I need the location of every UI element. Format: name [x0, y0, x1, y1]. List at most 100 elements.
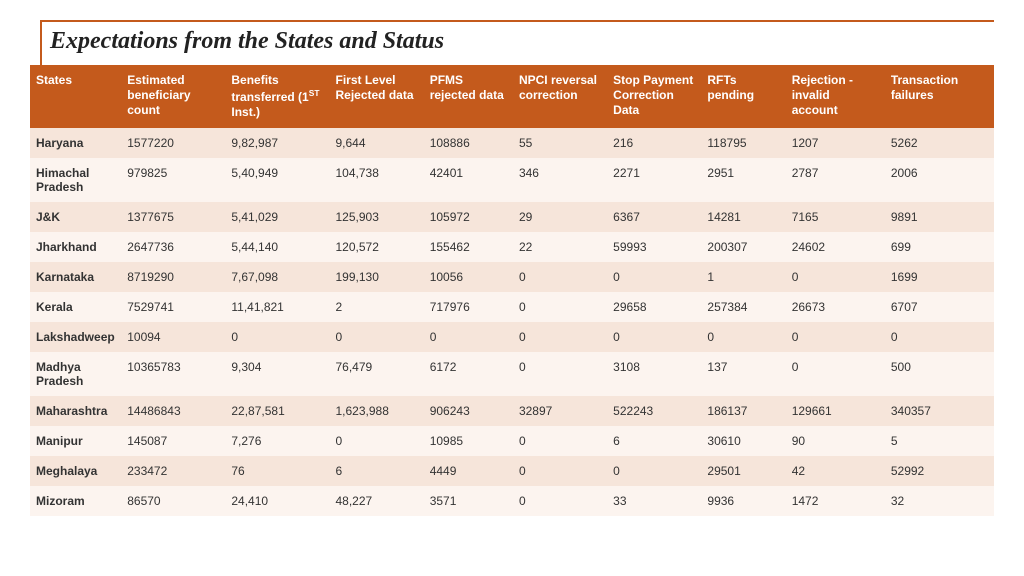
data-cell: 42 [786, 456, 885, 486]
data-cell: 5,41,029 [225, 202, 329, 232]
data-cell: 5,40,949 [225, 158, 329, 202]
data-cell: 979825 [121, 158, 225, 202]
data-cell: 5 [885, 426, 994, 456]
data-cell: 5262 [885, 128, 994, 158]
data-cell: 9936 [701, 486, 785, 516]
data-cell: 500 [885, 352, 994, 396]
data-cell: 1 [701, 262, 785, 292]
data-cell: 699 [885, 232, 994, 262]
data-cell: 8719290 [121, 262, 225, 292]
data-cell: 6367 [607, 202, 701, 232]
data-cell: 7165 [786, 202, 885, 232]
page-title: Expectations from the States and Status [50, 28, 994, 55]
data-cell: 7529741 [121, 292, 225, 322]
data-cell: 59993 [607, 232, 701, 262]
data-cell: 1,623,988 [329, 396, 423, 426]
data-cell: 340357 [885, 396, 994, 426]
col-header: RFTs pending [701, 65, 785, 128]
state-name-cell: Maharashtra [30, 396, 121, 426]
data-cell: 29 [513, 202, 607, 232]
data-cell: 1377675 [121, 202, 225, 232]
state-name-cell: Kerala [30, 292, 121, 322]
data-cell: 2006 [885, 158, 994, 202]
data-cell: 6 [607, 426, 701, 456]
slide-container: Expectations from the States and Status … [0, 0, 1024, 526]
data-cell: 11,41,821 [225, 292, 329, 322]
data-cell: 6172 [424, 352, 513, 396]
data-cell: 9891 [885, 202, 994, 232]
data-cell: 2787 [786, 158, 885, 202]
data-cell: 24602 [786, 232, 885, 262]
table-row: Lakshadweep1009400000000 [30, 322, 994, 352]
data-cell: 1472 [786, 486, 885, 516]
title-rule: Expectations from the States and Status [40, 20, 994, 65]
data-cell: 108886 [424, 128, 513, 158]
data-cell: 105972 [424, 202, 513, 232]
data-cell: 0 [607, 456, 701, 486]
data-cell: 2 [329, 292, 423, 322]
state-name-cell: Himachal Pradesh [30, 158, 121, 202]
data-cell: 14281 [701, 202, 785, 232]
data-cell: 6 [329, 456, 423, 486]
col-header: Stop Payment Correction Data [607, 65, 701, 128]
data-cell: 0 [607, 322, 701, 352]
data-cell: 30610 [701, 426, 785, 456]
col-header: First Level Rejected data [329, 65, 423, 128]
data-cell: 0 [329, 426, 423, 456]
status-table: States Estimated beneficiary count Benef… [30, 65, 994, 516]
data-cell: 10985 [424, 426, 513, 456]
col-header: Estimated beneficiary count [121, 65, 225, 128]
table-row: Maharashtra1448684322,87,5811,623,988906… [30, 396, 994, 426]
data-cell: 10094 [121, 322, 225, 352]
data-cell: 186137 [701, 396, 785, 426]
table-row: Meghalaya233472766444900295014252992 [30, 456, 994, 486]
data-cell: 2951 [701, 158, 785, 202]
data-cell: 0 [513, 456, 607, 486]
data-cell: 137 [701, 352, 785, 396]
data-cell: 9,304 [225, 352, 329, 396]
data-cell: 1699 [885, 262, 994, 292]
data-cell: 0 [513, 292, 607, 322]
data-cell: 2647736 [121, 232, 225, 262]
data-cell: 104,738 [329, 158, 423, 202]
data-cell: 216 [607, 128, 701, 158]
data-cell: 76 [225, 456, 329, 486]
col-header: Transaction failures [885, 65, 994, 128]
data-cell: 145087 [121, 426, 225, 456]
data-cell: 76,479 [329, 352, 423, 396]
data-cell: 155462 [424, 232, 513, 262]
data-cell: 6707 [885, 292, 994, 322]
data-cell: 48,227 [329, 486, 423, 516]
data-cell: 22,87,581 [225, 396, 329, 426]
data-cell: 0 [786, 352, 885, 396]
data-cell: 125,903 [329, 202, 423, 232]
state-name-cell: Manipur [30, 426, 121, 456]
data-cell: 0 [607, 262, 701, 292]
data-cell: 86570 [121, 486, 225, 516]
data-cell: 52992 [885, 456, 994, 486]
data-cell: 1577220 [121, 128, 225, 158]
data-cell: 0 [513, 322, 607, 352]
state-name-cell: Jharkhand [30, 232, 121, 262]
data-cell: 199,130 [329, 262, 423, 292]
data-cell: 0 [701, 322, 785, 352]
data-cell: 0 [786, 322, 885, 352]
data-cell: 5,44,140 [225, 232, 329, 262]
table-row: Karnataka87192907,67,098199,130100560010… [30, 262, 994, 292]
table-body: Haryana15772209,82,9879,6441088865521611… [30, 128, 994, 516]
table-row: Haryana15772209,82,9879,6441088865521611… [30, 128, 994, 158]
table-row: Madhya Pradesh103657839,30476,4796172031… [30, 352, 994, 396]
data-cell: 42401 [424, 158, 513, 202]
data-cell: 14486843 [121, 396, 225, 426]
col-header: PFMS rejected data [424, 65, 513, 128]
data-cell: 0 [329, 322, 423, 352]
data-cell: 9,82,987 [225, 128, 329, 158]
data-cell: 0 [885, 322, 994, 352]
col-header: States [30, 65, 121, 128]
col-header: NPCI reversal correction [513, 65, 607, 128]
table-row: Jharkhand26477365,44,140120,572155462225… [30, 232, 994, 262]
data-cell: 26673 [786, 292, 885, 322]
data-cell: 0 [513, 486, 607, 516]
data-cell: 522243 [607, 396, 701, 426]
data-cell: 120,572 [329, 232, 423, 262]
